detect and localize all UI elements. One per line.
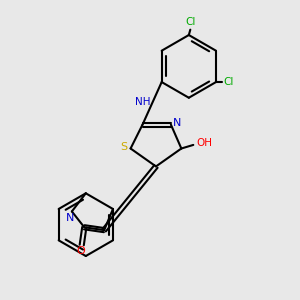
Text: Cl: Cl xyxy=(185,17,196,28)
Text: N: N xyxy=(173,118,181,128)
Text: N: N xyxy=(66,213,75,223)
Text: Cl: Cl xyxy=(223,77,234,87)
Text: S: S xyxy=(121,142,128,152)
Text: O: O xyxy=(76,247,85,256)
Text: NH: NH xyxy=(135,97,151,107)
Text: OH: OH xyxy=(196,137,212,148)
